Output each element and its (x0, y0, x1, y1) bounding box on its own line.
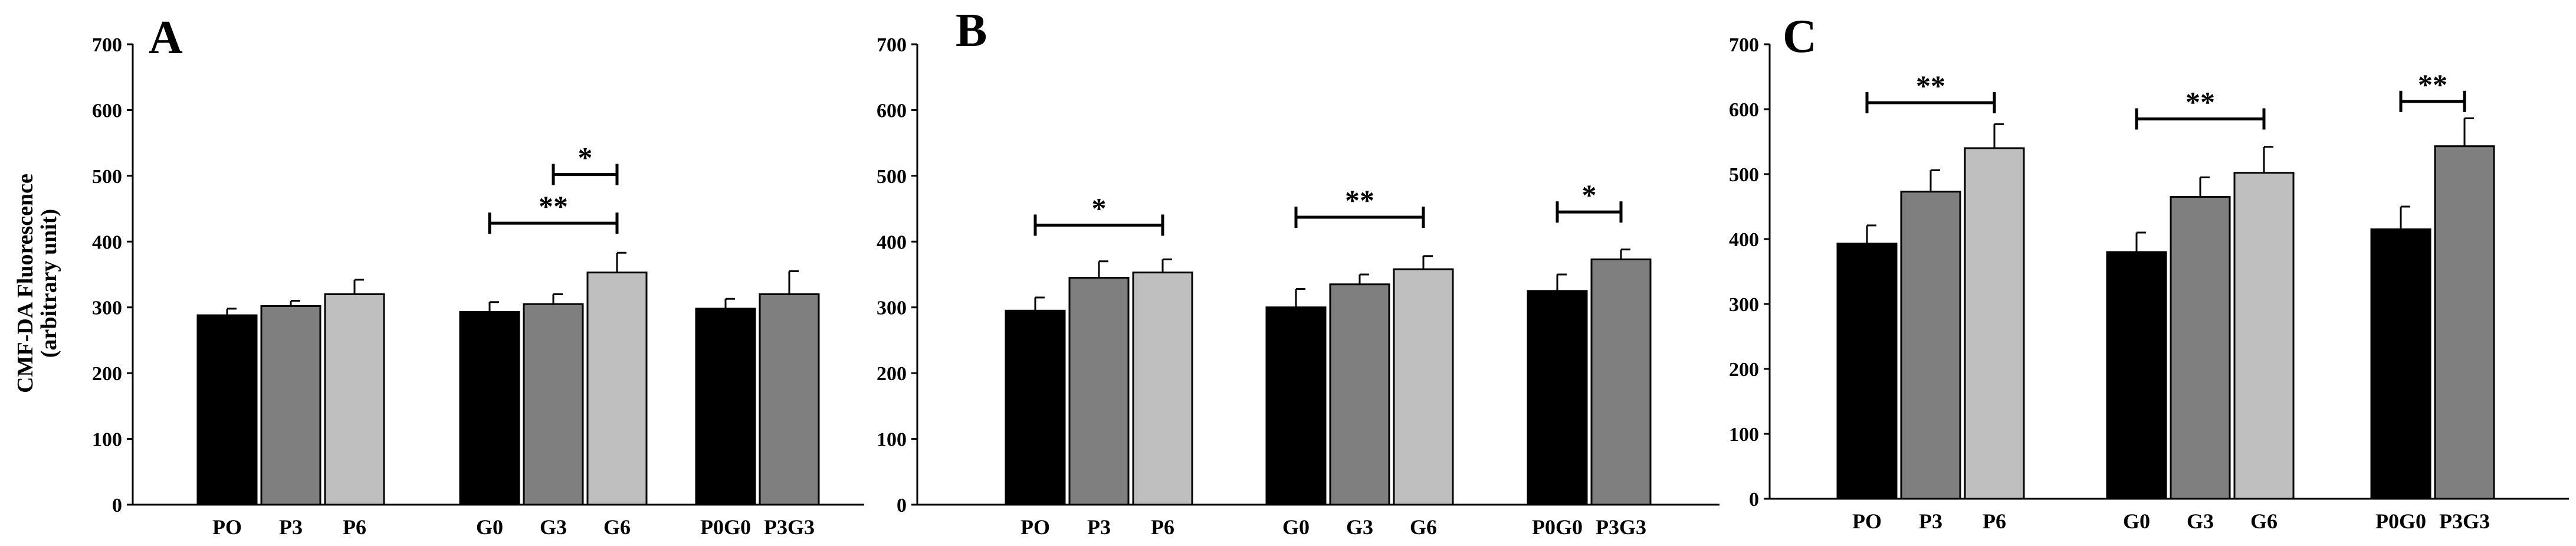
x-category-label: P3G3 (2439, 509, 2490, 533)
y-tick-label: 0 (1749, 489, 1759, 511)
bar-p0 (1836, 243, 1898, 500)
x-category-label: G3 (2187, 509, 2214, 533)
y-tick-label: 200 (877, 363, 907, 385)
y-tick-label: 600 (877, 100, 907, 122)
x-category-label: G0 (2123, 509, 2150, 533)
x-category-label: G3 (1346, 515, 1373, 539)
panel-b: 0 100 200 300 400 500 600 700 B PO P3 P6 G0 G3 G6 P0G0 P… (877, 5, 1719, 539)
significance-label: ** (539, 189, 568, 223)
x-category-label: PO (1020, 515, 1050, 539)
y-tick-label: 300 (1729, 294, 1759, 316)
y-tick-label: 400 (877, 231, 907, 253)
x-category-label: P3G3 (1596, 515, 1646, 539)
y-tick-label: 400 (92, 231, 122, 253)
panel-letter: A (149, 12, 183, 64)
significance-label: ** (2186, 86, 2215, 119)
bar-p0g0 (695, 308, 756, 506)
bar-p3 (260, 305, 321, 506)
y-tick-label: 100 (877, 429, 907, 451)
y-tick-label: 300 (877, 297, 907, 319)
x-category-label: P6 (1983, 509, 2006, 533)
bar-p0g0 (1527, 290, 1588, 506)
x-category-label: G6 (1410, 515, 1437, 539)
x-category-label: PO (212, 515, 242, 539)
significance-label: * (1092, 191, 1107, 224)
bar-p3g3 (759, 293, 820, 506)
x-category-label: G0 (1282, 515, 1310, 539)
x-category-label: P0G0 (1532, 515, 1583, 539)
y-tick-label: 300 (92, 297, 122, 319)
bar-p6 (1964, 147, 2025, 500)
bar-p3g3 (2434, 145, 2495, 500)
bar-p6 (324, 293, 385, 506)
significance-label: * (578, 141, 593, 174)
bar-p3 (1068, 277, 1130, 506)
y-tick-label: 700 (877, 34, 907, 56)
bar-g0 (2106, 251, 2167, 500)
significance-label: * (1582, 178, 1597, 211)
y-tick-label: 0 (897, 495, 907, 516)
y-axis-label-line2: (arbitrary unit) (37, 209, 61, 358)
x-category-label: P6 (1151, 515, 1174, 539)
bar-p3 (1900, 191, 1961, 500)
x-category-label: G6 (603, 515, 631, 539)
x-category-label: PO (1852, 509, 1882, 533)
y-tick-label: 400 (1729, 229, 1759, 251)
bar-p0 (196, 314, 258, 506)
x-category-label: G6 (2250, 509, 2278, 533)
bar-p0g0 (2370, 228, 2431, 500)
x-category-label: P3 (1919, 509, 1942, 533)
x-category-label: G3 (540, 515, 567, 539)
y-tick-label: 600 (1729, 99, 1759, 121)
bar-g0 (1265, 306, 1327, 506)
significance-label: ** (2418, 68, 2447, 101)
panel-a: 0 100 200 300 400 500 600 700 A PO P3 P6 G0 G3 G6 P0G0 P… (92, 12, 864, 539)
y-tick-label: 700 (1729, 34, 1759, 56)
bar-p0 (1005, 309, 1066, 506)
y-tick-label: 600 (92, 100, 122, 122)
panel-c: 0 100 200 300 400 500 600 700 C PO P3 P6 G0 G3 G6 P0G0 P… (1729, 11, 2569, 533)
bar-g3 (2170, 196, 2231, 500)
x-category-label: P3G3 (764, 515, 815, 539)
x-category-label: P3 (1087, 515, 1111, 539)
y-tick-label: 0 (112, 495, 122, 516)
bar-g0 (459, 311, 520, 506)
x-category-label: P3 (279, 515, 303, 539)
x-category-label: P6 (343, 515, 366, 539)
bar-g6 (2233, 172, 2295, 500)
x-category-label: P0G0 (2375, 509, 2426, 533)
bar-g6 (586, 272, 648, 506)
y-tick-label: 500 (1729, 164, 1759, 186)
y-axis-label-line1: CMF-DA Fluorescence (13, 174, 38, 393)
y-tick-label: 500 (92, 166, 122, 188)
x-category-label: P0G0 (700, 515, 751, 539)
y-tick-label: 100 (1729, 424, 1759, 446)
bar-p3g3 (1590, 258, 1652, 506)
x-category-label: G0 (476, 515, 503, 539)
panel-letter: C (1783, 11, 1817, 63)
y-tick-label: 200 (92, 363, 122, 385)
bar-g3 (1329, 283, 1390, 506)
y-tick-label: 700 (92, 34, 122, 56)
significance-label: ** (1345, 184, 1374, 217)
panel-letter: B (956, 5, 987, 57)
significance-label: ** (1916, 69, 1945, 102)
bar-p6 (1132, 272, 1193, 506)
y-tick-label: 500 (877, 166, 907, 188)
y-axis-label: CMF-DA Fluorescence (arbitrary unit) (13, 174, 61, 393)
y-tick-label: 100 (92, 429, 122, 451)
bar-g6 (1393, 268, 1454, 506)
bar-g3 (523, 303, 584, 506)
y-tick-label: 200 (1729, 359, 1759, 381)
